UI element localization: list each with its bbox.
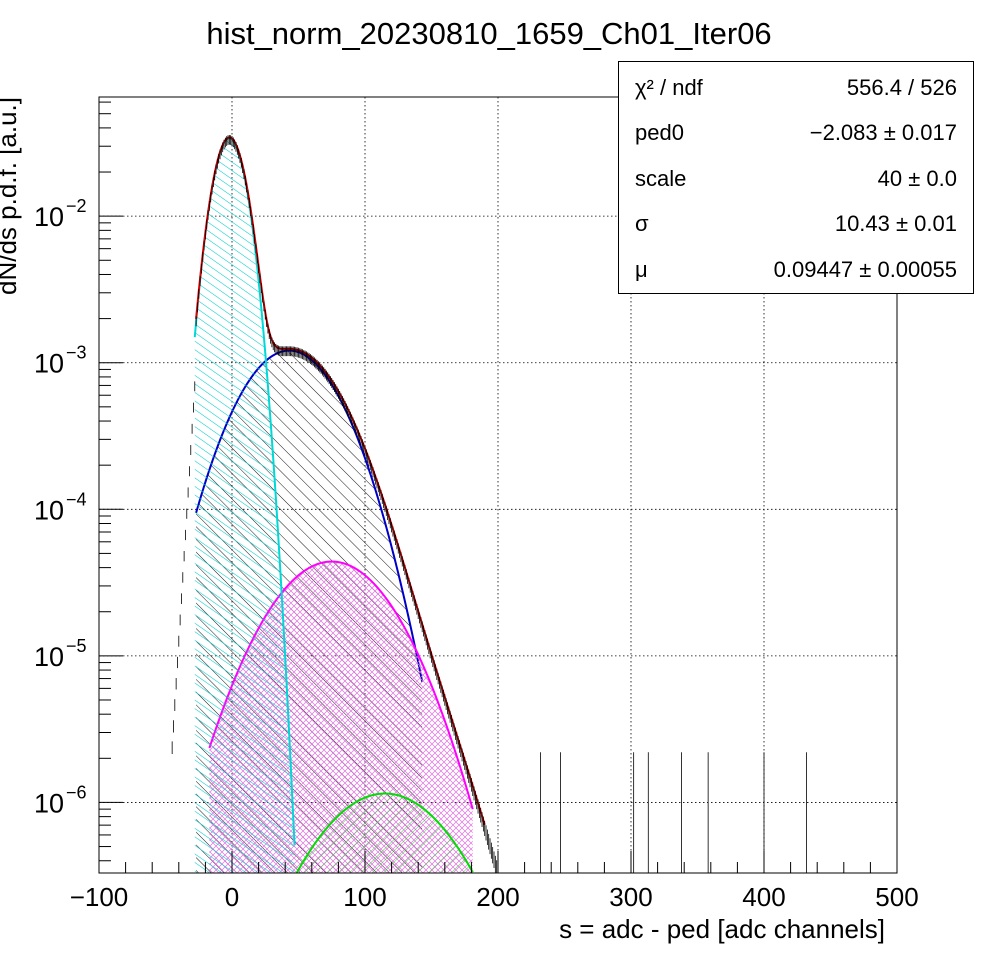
stats-row-sigma: σ 10.43 ± 0.01 (635, 208, 957, 240)
plot-area (171, 134, 807, 873)
stats-label-sigma: σ (635, 211, 649, 236)
x-tick-label: 400 (742, 882, 785, 912)
stats-value-mu: 0.09447 ± 0.00055 (773, 257, 957, 282)
stats-row-scale: scale 40 ± 0.0 (635, 163, 957, 195)
stats-value-sigma: 10.43 ± 0.01 (834, 211, 957, 236)
stats-value-chi2: 556.4 / 526 (846, 75, 957, 100)
y-tick-exponent: −6 (66, 782, 87, 802)
y-tick-exponent: −2 (66, 196, 87, 216)
y-tick-exponent: −3 (66, 343, 87, 363)
y-tick-label: 10 (34, 202, 64, 232)
stats-label-chi2: χ² / ndf (635, 75, 703, 100)
y-tick-label: 10 (34, 349, 64, 379)
y-tick-labels: 10−210−310−410−510−6 (34, 196, 87, 818)
stats-label-mu: μ (635, 257, 648, 282)
y-tick-label: 10 (34, 495, 64, 525)
stats-row-chi2: χ² / ndf 556.4 / 526 (635, 72, 957, 104)
fit-stats-box: χ² / ndf 556.4 / 526 ped0 −2.083 ± 0.017… (618, 61, 974, 294)
x-tick-label: 500 (875, 882, 918, 912)
x-tick-label: 100 (343, 882, 386, 912)
chart-title: hist_norm_20230810_1659_Ch01_Iter06 (206, 16, 771, 51)
y-tick-label: 10 (34, 642, 64, 672)
y-tick-exponent: −4 (66, 489, 87, 509)
y-axis-label: dN/ds p.d.f. [a.u.] (0, 97, 22, 295)
x-tick-label: −100 (70, 882, 129, 912)
stats-row-mu: μ 0.09447 ± 0.00055 (635, 254, 957, 286)
component-curve (295, 792, 474, 873)
stats-label-scale: scale (635, 166, 687, 191)
stats-label-ped0: ped0 (635, 120, 684, 145)
y-tick-exponent: −5 (66, 636, 87, 656)
y-tick-label: 10 (34, 788, 64, 818)
x-tick-label: 200 (476, 882, 519, 912)
stats-row-ped0: ped0 −2.083 ± 0.017 (635, 117, 957, 149)
x-tick-label: 0 (225, 882, 239, 912)
x-tick-label: 300 (609, 882, 652, 912)
stats-value-scale: 40 ± 0.0 (877, 166, 957, 191)
x-axis-label: s = adc - ped [adc channels] (559, 914, 885, 944)
stats-value-ped0: −2.083 ± 0.017 (809, 120, 957, 145)
axis-ticks (98, 101, 898, 873)
x-tick-labels: −100 0 100 200 300 400 500 (70, 882, 919, 912)
component-fill (194, 138, 295, 873)
